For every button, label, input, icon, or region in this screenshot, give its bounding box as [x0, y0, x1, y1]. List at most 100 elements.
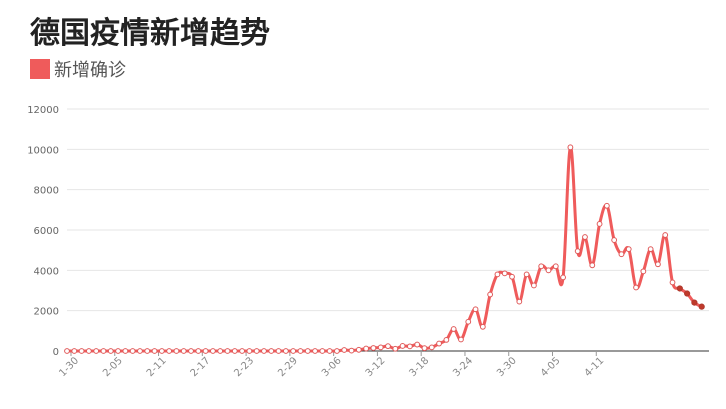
y-tick-label: 4000: [34, 266, 59, 277]
data-point: [574, 248, 581, 255]
data-point: [676, 285, 683, 292]
data-point: [334, 348, 340, 354]
data-point: [494, 271, 501, 278]
data-point: [603, 202, 610, 209]
x-tick-label: 2-17: [189, 355, 213, 379]
data-point: [545, 267, 552, 274]
data-point: [93, 348, 100, 354]
data-point: [71, 348, 78, 354]
data-point: [538, 263, 545, 270]
data-point: [669, 279, 676, 286]
data-point: [319, 348, 326, 354]
data-point: [501, 270, 508, 277]
data-point: [297, 348, 304, 354]
x-tick-label: 3-30: [495, 355, 519, 379]
x-tick-label: 3-18: [407, 355, 431, 379]
x-tick-label: 2-23: [232, 355, 256, 379]
x-tick-label: 2-11: [145, 355, 169, 379]
data-point: [355, 346, 362, 353]
y-tick-label: 2000: [34, 307, 59, 318]
x-tick-label: 1-30: [57, 355, 81, 379]
data-point: [166, 348, 173, 354]
data-point: [531, 282, 537, 289]
data-point: [173, 348, 180, 354]
data-point: [472, 306, 479, 313]
data-point: [312, 348, 318, 354]
data-point: [684, 290, 691, 297]
data-point: [662, 232, 669, 238]
data-point: [253, 348, 260, 354]
x-tick-label: 2-29: [276, 355, 300, 379]
data-point: [567, 144, 574, 151]
y-tick-label: 10000: [27, 145, 59, 156]
data-point: [239, 348, 245, 354]
data-point: [217, 348, 224, 354]
data-point: [195, 348, 202, 354]
data-point: [479, 323, 486, 330]
data-points: [64, 144, 705, 354]
data-point: [246, 348, 253, 354]
x-tick-label: 3-06: [320, 355, 344, 379]
data-point: [158, 348, 165, 354]
data-point: [421, 345, 428, 352]
data-point: [618, 251, 625, 258]
data-point: [582, 234, 588, 240]
data-point: [428, 344, 435, 351]
x-tick-labels: 1-30 2-05 2-11 2-17 2-23 2-29 3-06 3-12 3-18 3-24…: [57, 355, 606, 379]
data-point: [268, 348, 275, 354]
data-point: [78, 348, 85, 354]
data-point: [465, 318, 472, 325]
data-point: [377, 344, 384, 351]
x-tick-label: 4-05: [539, 355, 563, 379]
data-point: [370, 345, 377, 351]
data-point: [385, 343, 391, 350]
data-point: [691, 299, 698, 306]
data-point: [414, 341, 421, 348]
data-point: [516, 298, 523, 305]
data-point: [436, 340, 442, 347]
data-point: [399, 343, 406, 349]
data-point: [655, 261, 661, 268]
data-point: [129, 348, 136, 354]
data-point: [523, 271, 530, 278]
data-point: [64, 348, 70, 354]
data-point: [231, 348, 238, 354]
grid-lines: [67, 108, 709, 312]
data-point: [290, 348, 297, 354]
series-group: [66, 145, 703, 353]
data-point: [326, 348, 333, 354]
data-point: [151, 348, 158, 354]
y-tick-label: 0: [53, 347, 59, 358]
x-tick-label: 4-11: [583, 355, 607, 379]
data-point: [144, 348, 151, 354]
data-point: [363, 345, 370, 352]
data-point: [202, 348, 209, 354]
data-point: [443, 337, 450, 343]
data-point: [122, 348, 129, 354]
data-point: [275, 348, 282, 354]
data-point: [560, 274, 566, 281]
data-point: [625, 246, 632, 253]
x-tick-label: 3-12: [364, 355, 388, 379]
data-point: [647, 246, 654, 253]
y-tick-labels: 0 2000 4000 6000 8000 10000 12000: [27, 105, 59, 358]
series-line: [66, 145, 703, 353]
data-point: [698, 303, 705, 310]
data-point: [633, 284, 639, 291]
data-point: [406, 343, 413, 350]
data-point: [487, 291, 494, 298]
y-tick-label: 6000: [34, 226, 59, 237]
data-point: [210, 348, 216, 354]
y-tick-label: 8000: [34, 186, 59, 197]
data-point: [224, 348, 231, 354]
data-point: [85, 348, 92, 354]
data-point: [100, 348, 107, 354]
data-point: [137, 348, 143, 354]
data-point: [348, 347, 355, 354]
data-point: [509, 273, 515, 280]
chart-legend[interactable]: 新增确诊: [30, 58, 126, 81]
data-point: [458, 336, 464, 343]
x-tick-label: 3-24: [451, 355, 475, 379]
y-tick-label: 12000: [27, 105, 59, 116]
